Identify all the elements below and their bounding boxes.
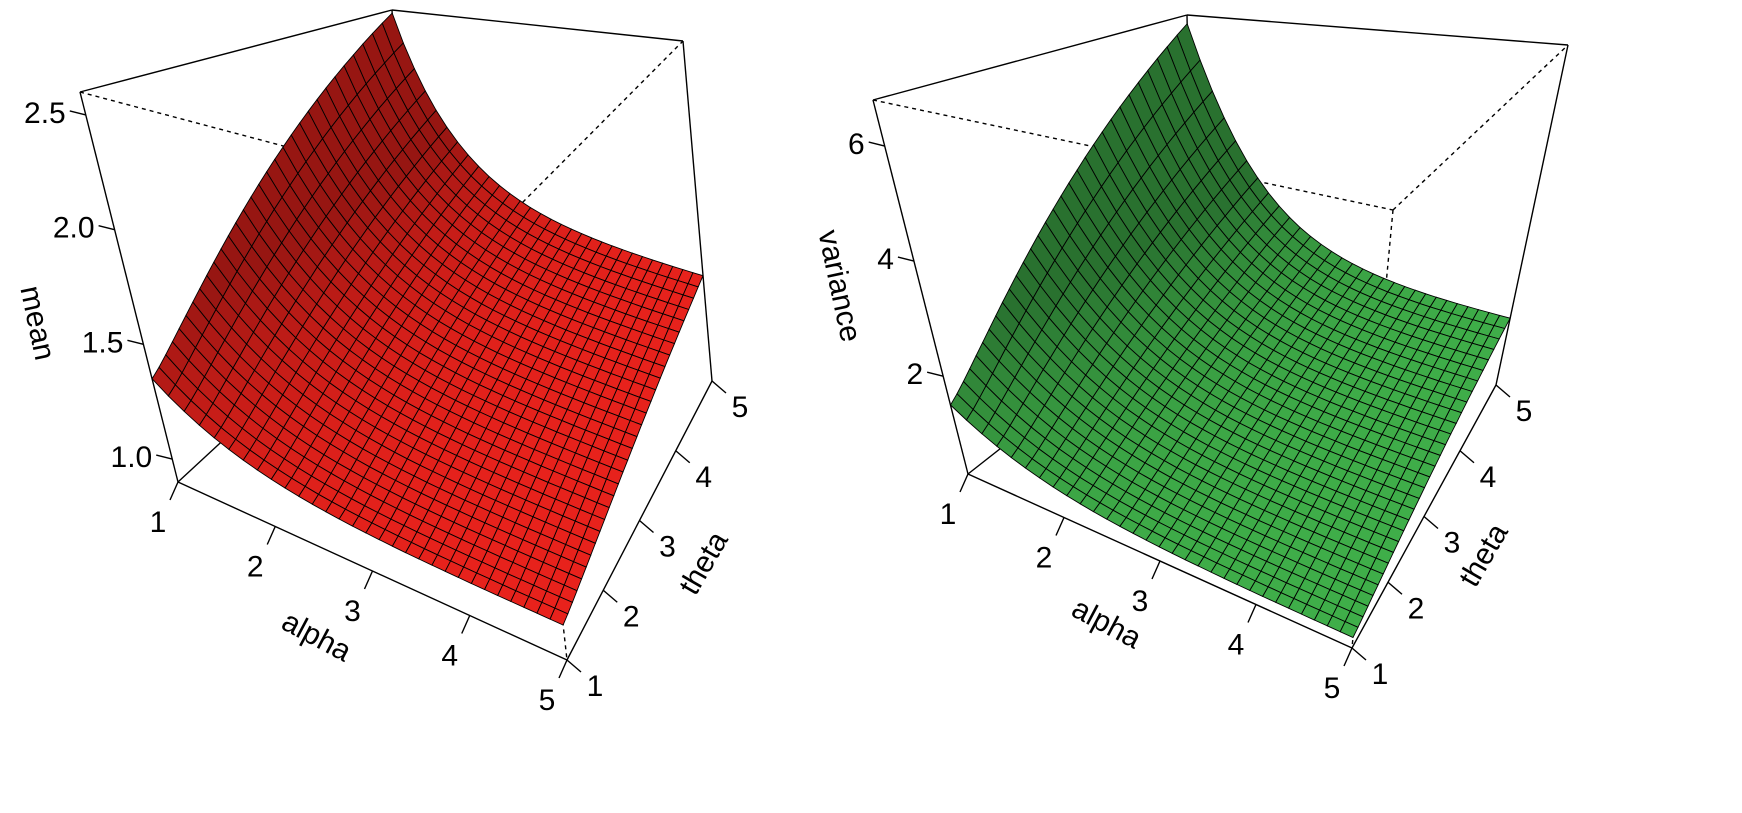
surface-facet <box>949 393 974 421</box>
x-tick-mark <box>461 615 471 634</box>
x-tick-mark <box>266 526 276 545</box>
x-tick-mark <box>169 481 179 501</box>
x-tick-label: 3 <box>1132 585 1149 618</box>
z-tick-mark <box>156 454 173 460</box>
box-edge <box>391 9 684 42</box>
x-tick-mark <box>558 659 568 679</box>
x-tick-mark <box>959 473 969 493</box>
z-axis: 2 4 6 variance <box>811 128 944 391</box>
z-axis-label: mean <box>13 283 61 363</box>
box-edge-hidden <box>1392 44 1569 211</box>
y-tick-mark <box>602 589 618 603</box>
surface-facet <box>151 366 176 397</box>
box-edge <box>682 40 713 382</box>
y-tick-mark <box>1423 515 1439 530</box>
x-tick-label: 1 <box>940 498 957 531</box>
y-axis-label: theta <box>673 526 735 601</box>
y-tick-mark <box>1459 450 1475 464</box>
x-tick-mark <box>1055 517 1065 536</box>
y-tick-mark <box>566 659 582 673</box>
box-edge <box>79 9 393 93</box>
z-tick-label: 1.0 <box>111 441 153 474</box>
z-tick-mark <box>868 141 885 147</box>
y-axis-label: theta <box>1453 518 1515 593</box>
y-tick-mark <box>675 450 691 464</box>
y-tick-mark <box>1495 384 1511 398</box>
x-tick-mark <box>1151 560 1161 580</box>
x-tick-mark <box>1343 647 1353 667</box>
x-tick-label: 4 <box>1228 629 1245 662</box>
z-tick-mark <box>69 110 86 116</box>
y-tick-label: 5 <box>1516 395 1533 428</box>
x-tick-label: 3 <box>344 595 361 628</box>
z-tick-mark <box>127 339 144 346</box>
y-tick-label: 2 <box>1408 592 1425 625</box>
z-tick-mark <box>98 224 115 231</box>
box-edge <box>872 14 1188 101</box>
box-edge <box>1186 14 1569 46</box>
z-tick-mark <box>926 371 944 377</box>
y-tick-label: 3 <box>1444 527 1461 560</box>
y-tick-label: 4 <box>1480 461 1497 494</box>
y-tick-label: 1 <box>1372 658 1389 691</box>
z-tick-label: 6 <box>848 128 865 161</box>
x-tick-label: 5 <box>1324 672 1341 705</box>
box-edge <box>872 99 969 475</box>
x-tick-mark <box>1247 604 1257 623</box>
y-tick-label: 3 <box>659 531 676 564</box>
x-tick-mark <box>363 570 374 590</box>
x-tick-label: 4 <box>441 640 458 673</box>
surface-mesh <box>949 22 1511 639</box>
z-tick-mark <box>897 256 915 262</box>
z-axis-label: variance <box>811 227 867 345</box>
y-tick-mark <box>711 380 727 394</box>
x-tick-label: 5 <box>539 684 556 717</box>
y-tick-mark <box>639 519 654 534</box>
surface-mesh <box>151 12 704 626</box>
y-tick-label: 5 <box>732 391 749 424</box>
x-tick-label: 2 <box>247 551 264 584</box>
z-axis: 1.0 1.5 2.0 2.5 mean <box>13 97 173 474</box>
x-tick-label: 2 <box>1036 542 1053 575</box>
box-edge <box>79 91 179 483</box>
y-tick-label: 4 <box>695 461 712 494</box>
z-tick-label: 2.0 <box>53 212 95 245</box>
box-edge-hidden <box>516 40 684 209</box>
z-tick-label: 2.5 <box>24 97 66 130</box>
y-tick-mark <box>1351 647 1367 661</box>
z-tick-label: 1.5 <box>82 326 124 359</box>
x-tick-label: 1 <box>150 506 167 539</box>
z-tick-label: 2 <box>906 358 923 391</box>
box-edge <box>1495 44 1569 386</box>
y-tick-label: 1 <box>587 670 604 703</box>
y-tick-label: 2 <box>623 600 640 633</box>
z-tick-label: 4 <box>877 243 894 276</box>
y-tick-mark <box>1387 581 1403 595</box>
